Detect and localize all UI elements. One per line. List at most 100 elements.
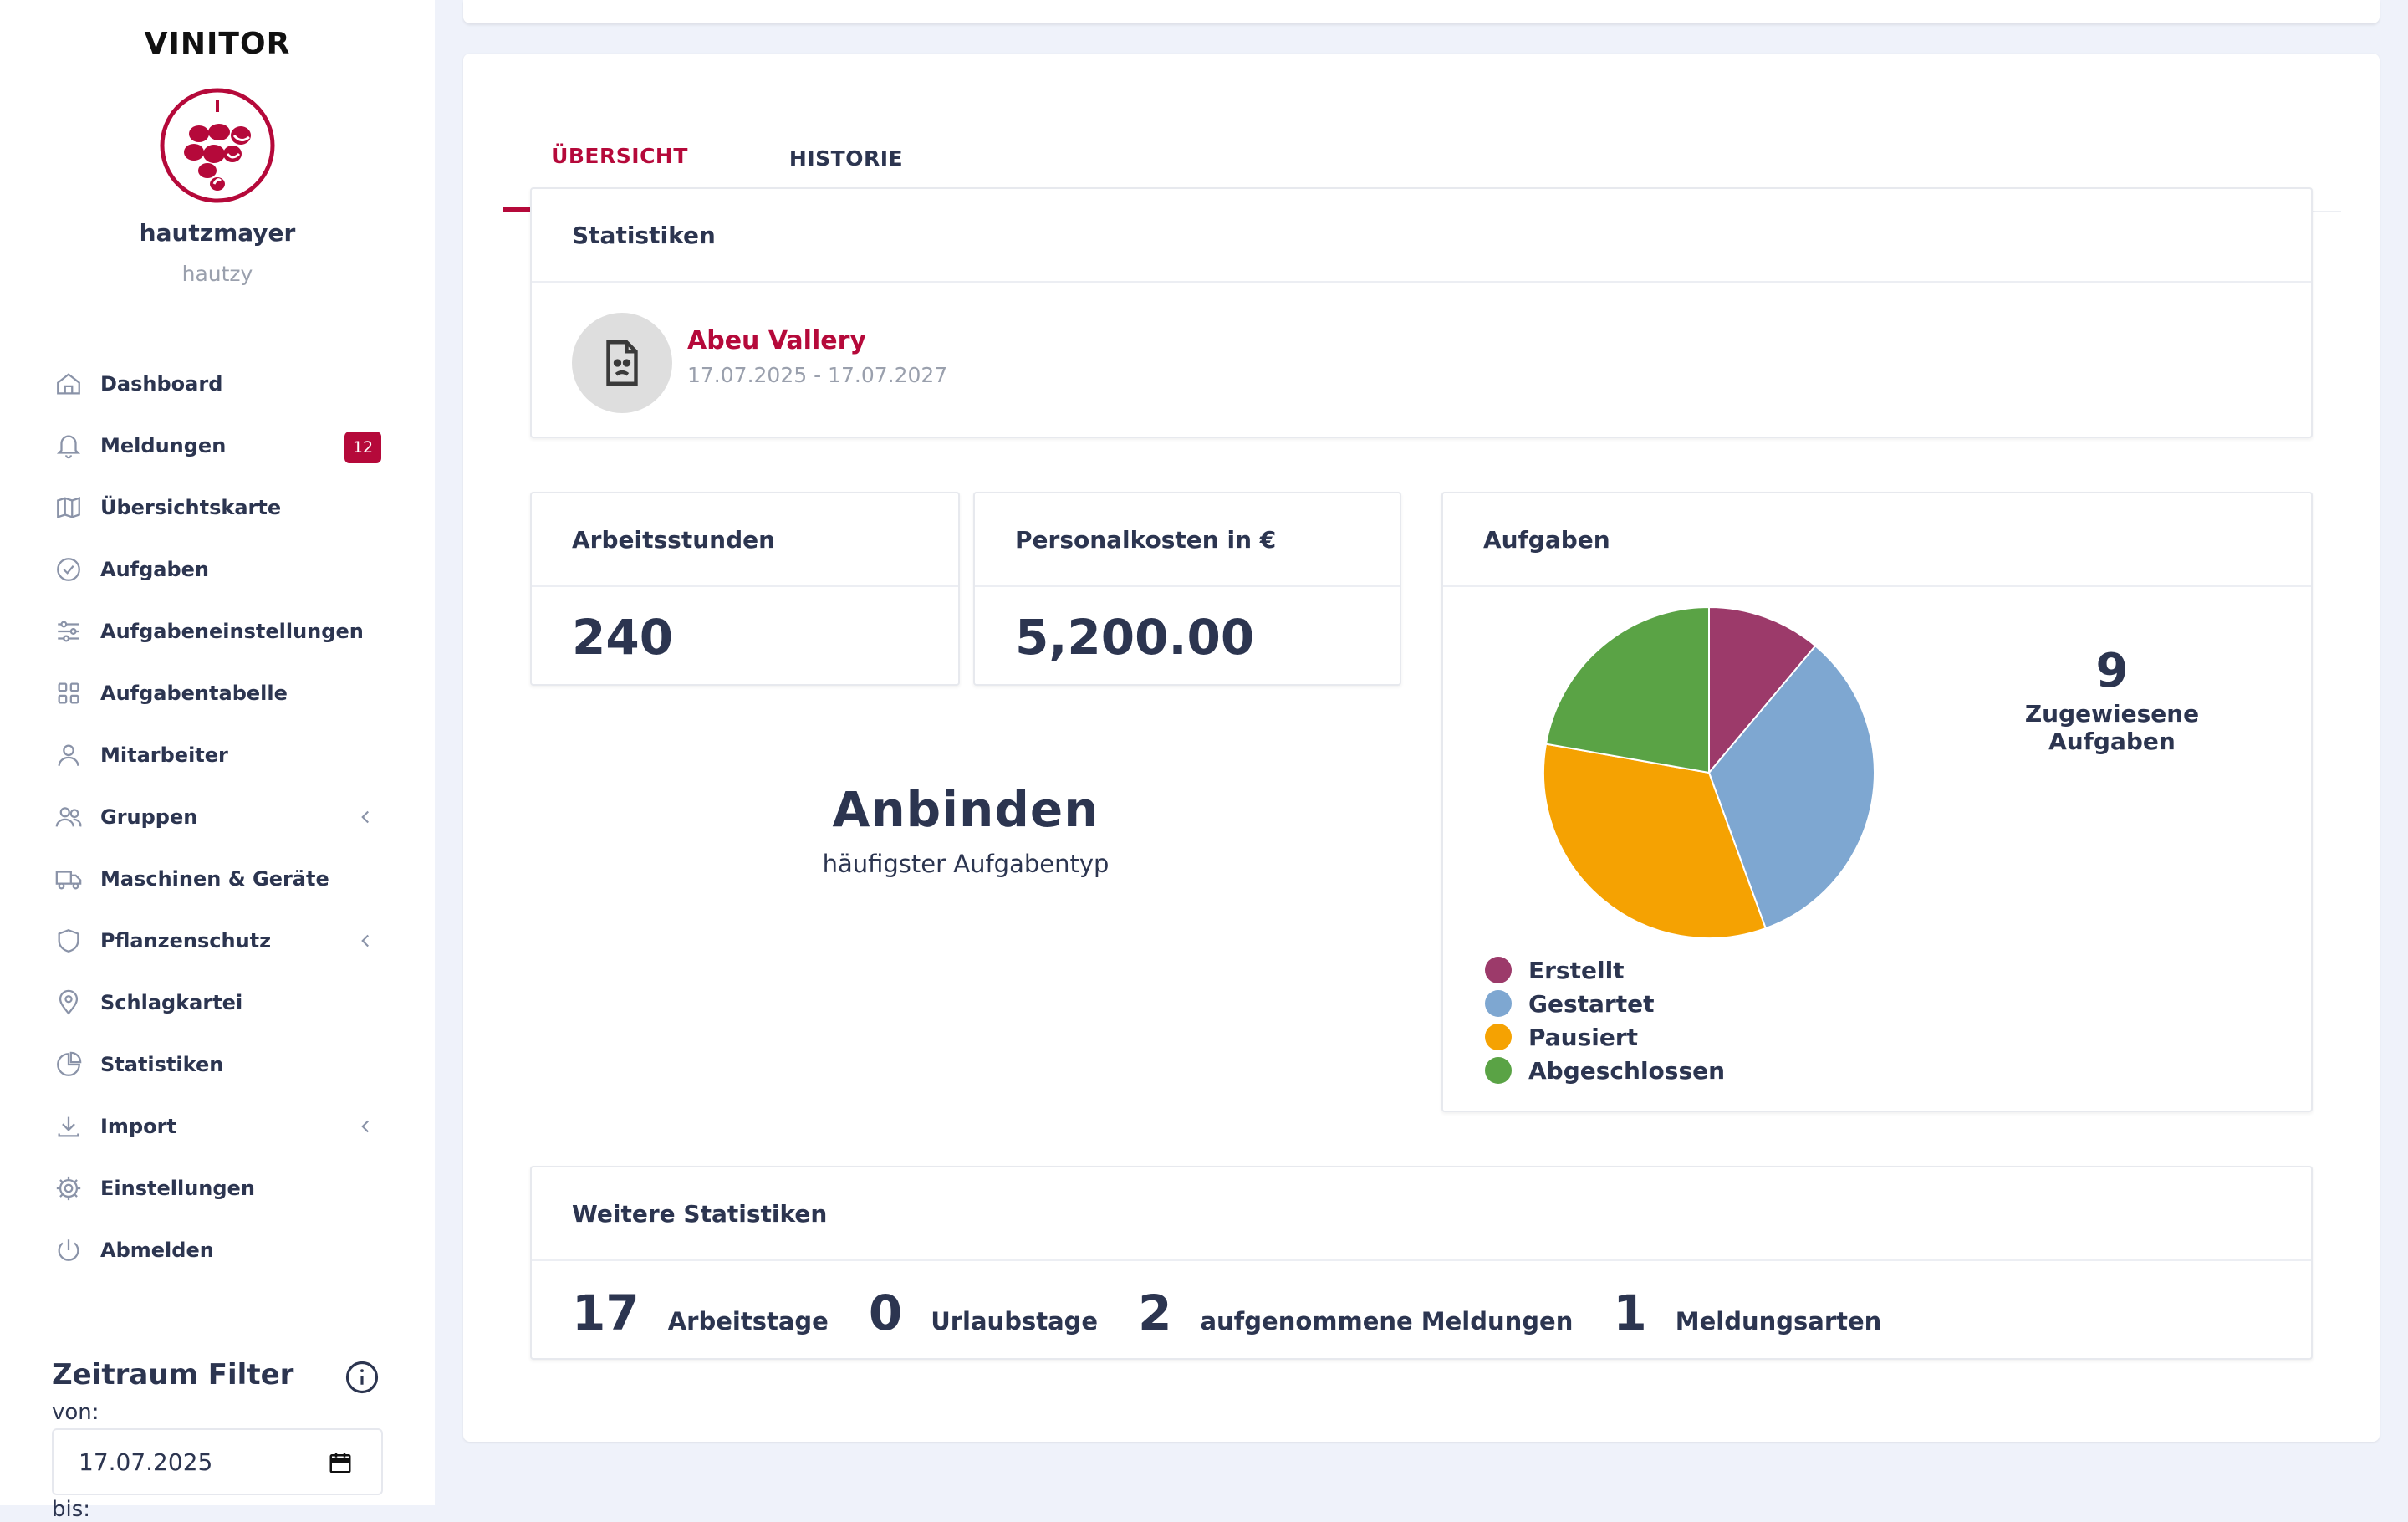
home-icon — [54, 369, 84, 399]
sidebar-item-label: Aufgabentabelle — [100, 682, 288, 705]
gear-icon — [54, 1173, 84, 1203]
sidebar-item-dashboard[interactable]: Dashboard — [0, 353, 435, 415]
calendar-icon[interactable] — [328, 1450, 353, 1475]
legend-swatch — [1485, 1057, 1512, 1084]
notification-badge: 12 — [344, 432, 381, 463]
from-label: von: — [52, 1400, 99, 1425]
sidebar-item-aufgabeneinstellungen[interactable]: Aufgabeneinstellungen — [0, 600, 435, 662]
panel-title: Arbeitsstunden — [532, 493, 958, 587]
work-days-label: Arbeitstage — [667, 1307, 829, 1336]
sidebar-item-schlagkartei[interactable]: Schlagkartei — [0, 972, 435, 1034]
legend-item-pausiert[interactable]: Pausiert — [1485, 1020, 1725, 1054]
most-common-task-label: häufigster Aufgabentyp — [822, 850, 1110, 878]
tasks-panel: Aufgaben 9 Zugewiesene Aufgaben Erstellt… — [1441, 492, 2313, 1112]
sidebar-item-label: Übersichtskarte — [100, 496, 282, 519]
personnel-costs-panel: Personalkosten in € 5,200.00 — [973, 492, 1401, 686]
map-icon — [54, 493, 84, 523]
sidebar-item-label: Schlagkartei — [100, 991, 243, 1014]
map-pin-icon — [54, 988, 84, 1018]
sidebar-item-label: Mitarbeiter — [100, 743, 228, 767]
shield-icon — [54, 926, 84, 956]
grape-logo-icon — [159, 87, 276, 204]
filter-title: Zeitraum Filter — [52, 1358, 294, 1392]
legend-swatch — [1485, 1024, 1512, 1050]
legend-item-abgeschlossen[interactable]: Abgeschlossen — [1485, 1054, 1725, 1087]
sidebar-item-einstellungen[interactable]: Einstellungen — [0, 1157, 435, 1219]
report-types-value: 1 — [1613, 1285, 1647, 1341]
panel-title: Weitere Statistiken — [532, 1167, 2311, 1261]
sidebar-item-label: Aufgaben — [100, 558, 210, 581]
legend-label: Pausiert — [1528, 1023, 1639, 1051]
chevron-left-icon[interactable] — [355, 930, 376, 952]
sidebar-item-label: Maschinen & Geräte — [100, 867, 329, 891]
sidebar-item-statistiken[interactable]: Statistiken — [0, 1034, 435, 1096]
pie-slice-gestartet[interactable] — [1707, 644, 1875, 930]
sidebar-item-label: Gruppen — [100, 805, 198, 829]
assigned-tasks-count: 9 — [2095, 644, 2129, 698]
sidebar-item-label: Statistiken — [100, 1053, 224, 1076]
pie-legend: Erstellt Gestartet Pausiert Abgeschlosse… — [1485, 953, 1725, 1087]
pie-slice-erstellt[interactable] — [1708, 605, 1817, 775]
personnel-costs-value: 5,200.00 — [1015, 609, 1255, 666]
download-icon — [54, 1111, 84, 1142]
statistics-panel: Statistiken Abeu Vallery 17.07.2025 - 17… — [530, 187, 2313, 438]
sidebar-item-abmelden[interactable]: Abmelden — [0, 1219, 435, 1281]
sidebar-item-gruppen[interactable]: Gruppen — [0, 786, 435, 848]
legend-item-erstellt[interactable]: Erstellt — [1485, 953, 1725, 987]
pie-slice-pausiert[interactable] — [1543, 743, 1768, 939]
legend-label: Abgeschlossen — [1528, 1056, 1726, 1085]
panel-title: Personalkosten in € — [975, 493, 1400, 587]
legend-label: Gestartet — [1528, 989, 1655, 1018]
sidebar-item-label: Pflanzenschutz — [100, 929, 272, 953]
sidebar-item-pflanzenschutz[interactable]: Pflanzenschutz — [0, 910, 435, 972]
vacation-days-value: 0 — [868, 1285, 903, 1341]
truck-icon — [54, 864, 84, 894]
sidebar-item-import[interactable]: Import — [0, 1096, 435, 1157]
panel-title: Statistiken — [532, 189, 2311, 283]
sidebar-item-aufgabentabelle[interactable]: Aufgabentabelle — [0, 662, 435, 724]
info-icon[interactable] — [344, 1360, 380, 1395]
sidebar-item-label: Import — [100, 1115, 176, 1138]
pie-chart-icon — [54, 1050, 84, 1080]
more-statistics-panel: Weitere Statistiken 17 Arbeitstage 0 Url… — [530, 1166, 2313, 1360]
report-types-label: Meldungsarten — [1675, 1307, 1882, 1336]
sidebar-item-meldungen[interactable]: Meldungen 12 — [0, 415, 435, 477]
chevron-left-icon[interactable] — [355, 1116, 376, 1137]
pie-slice-abgeschlossen[interactable] — [1544, 605, 1710, 774]
top-card-strip — [463, 0, 2380, 23]
more-statistics-row: 17 Arbeitstage 0 Urlaubstage 2 aufgenomm… — [572, 1285, 1921, 1341]
sidebar-item-label: Einstellungen — [100, 1177, 255, 1200]
sliders-icon — [54, 616, 84, 646]
from-date-input[interactable]: 17.07.2025 — [52, 1428, 383, 1495]
to-label: bis: — [52, 1497, 91, 1522]
bell-icon — [54, 431, 84, 461]
legend-swatch — [1485, 990, 1512, 1017]
sidebar-item-mitarbeiter[interactable]: Mitarbeiter — [0, 724, 435, 786]
sidebar-item-label: Abmelden — [100, 1239, 214, 1262]
users-icon — [54, 802, 84, 832]
brand-title: VINITOR — [144, 27, 291, 61]
user-name: hautzmayer — [139, 219, 296, 247]
power-icon — [54, 1235, 84, 1265]
user-handle: hautzy — [181, 262, 253, 286]
legend-item-gestartet[interactable]: Gestartet — [1485, 987, 1725, 1020]
legend-label: Erstellt — [1528, 956, 1625, 984]
most-common-task-type: Anbinden häufigster Aufgabentyp — [530, 781, 1401, 878]
legend-swatch — [1485, 957, 1512, 983]
season-link[interactable]: Abeu Vallery — [687, 326, 866, 355]
assigned-tasks: 9 Zugewiesene Aufgaben — [1962, 644, 2263, 755]
panel-title: Aufgaben — [1443, 493, 2311, 587]
work-hours-panel: Arbeitsstunden 240 — [530, 492, 960, 686]
sidebar-item-aufgaben[interactable]: Aufgaben — [0, 539, 435, 600]
chevron-left-icon[interactable] — [355, 806, 376, 828]
reports-label: aufgenommene Meldungen — [1200, 1307, 1574, 1336]
sidebar-item-label: Meldungen — [100, 434, 227, 457]
sidebar-item-maschinen[interactable]: Maschinen & Geräte — [0, 848, 435, 910]
season-date-range: 17.07.2025 - 17.07.2027 — [687, 363, 948, 387]
tab-historie[interactable]: HISTORIE — [788, 146, 904, 171]
work-hours-value: 240 — [572, 609, 674, 666]
reports-value: 2 — [1138, 1285, 1172, 1341]
sidebar-item-label: Aufgabeneinstellungen — [100, 620, 364, 643]
tasks-pie-chart — [1543, 605, 1875, 939]
sidebar-item-uebersichtskarte[interactable]: Übersichtskarte — [0, 477, 435, 539]
